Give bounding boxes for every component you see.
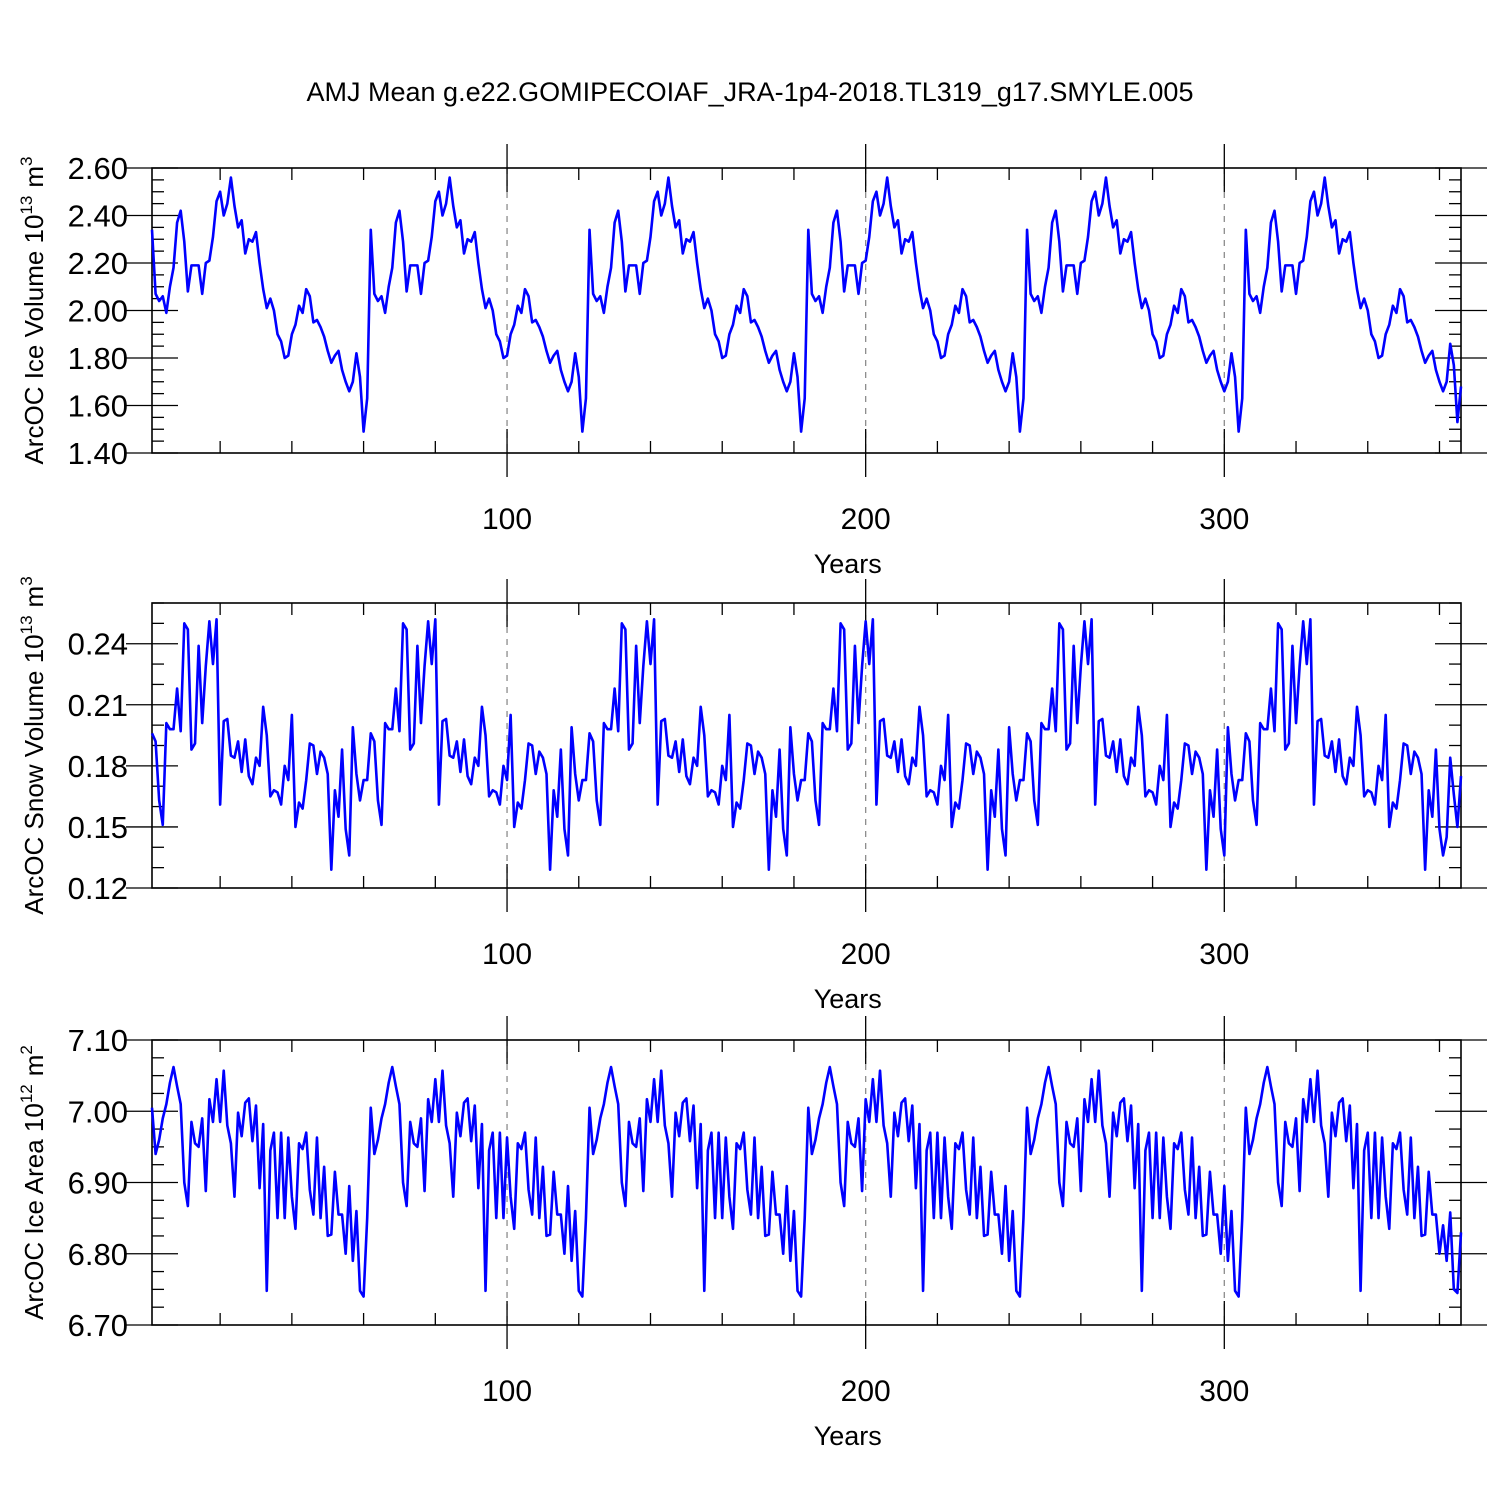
x-axis-label: Years — [814, 984, 882, 1014]
y-axis-label-exponent: 13 — [17, 196, 36, 215]
x-axis-label: Years — [814, 549, 882, 579]
y-axis-label-prefix: ArcOC Snow Volume 10 — [19, 634, 49, 914]
y-axis-label-prefix: ArcOC Ice Volume 10 — [19, 215, 49, 465]
y-tick-label: 1.40 — [68, 436, 128, 471]
y-tick-label: 7.10 — [68, 1023, 128, 1058]
y-axis-label-unit: m — [19, 586, 49, 608]
series-line-ice-volume — [150, 176, 1463, 433]
x-tick-label: 100 — [482, 1375, 532, 1408]
y-axis-label-unit: m — [19, 166, 49, 188]
y-tick-label: 0.24 — [68, 627, 128, 662]
x-tick-label: 300 — [1199, 1375, 1249, 1408]
x-tick-label: 300 — [1199, 503, 1249, 536]
y-axis-label: ArcOC Ice Area 1012 m2 — [17, 1045, 49, 1320]
y-tick-label: 1.60 — [68, 389, 128, 424]
x-tick-label: 200 — [841, 1375, 891, 1408]
y-axis-label-unit: m — [19, 1055, 49, 1077]
y-tick-label: 0.21 — [68, 688, 128, 723]
y-tick-label: 0.18 — [68, 749, 128, 784]
y-tick-label: 2.60 — [68, 151, 128, 186]
y-tick-label: 7.00 — [68, 1094, 128, 1129]
series-line-ice-area — [150, 1065, 1463, 1298]
y-tick-label: 2.20 — [68, 246, 128, 281]
y-tick-label: 0.12 — [68, 871, 128, 906]
chart-title: AMJ Mean g.e22.GOMIPECOIAF_JRA-1p4-2018.… — [307, 77, 1194, 107]
y-tick-label: 1.80 — [68, 341, 128, 376]
panel-ice-volume: 100 200 300 Years 1.40 1.60 1.80 2.00 2.20 2.40 2.… — [17, 144, 1487, 579]
x-tick-label: 200 — [841, 503, 891, 536]
y-tick-label: 2.00 — [68, 294, 128, 329]
y-axis-label-unit-exponent: 3 — [17, 156, 36, 165]
y-tick-label: 6.70 — [68, 1308, 128, 1343]
y-tick-label: 2.40 — [68, 199, 128, 234]
x-tick-label: 100 — [482, 938, 532, 971]
panel-snow-volume: 100 200 300 Years 0.12 0.15 0.18 0.21 0.24 ArcOC … — [17, 576, 1487, 1014]
y-axis-label-exponent: 13 — [17, 615, 36, 634]
y-axis-label-unit-exponent: 2 — [17, 1045, 36, 1054]
y-axis-label-unit-exponent: 3 — [17, 576, 36, 585]
x-tick-label: 200 — [841, 938, 891, 971]
series-line-snow-volume — [150, 617, 1463, 871]
x-tick-label: 300 — [1199, 938, 1249, 971]
panel-ice-area: 100 200 300 Years 6.70 6.80 6.90 7.00 7.10 ArcOC … — [17, 1016, 1487, 1451]
y-axis-label: ArcOC Snow Volume 1013 m3 — [17, 576, 49, 914]
y-axis-label-prefix: ArcOC Ice Area 10 — [19, 1103, 49, 1320]
y-axis-label: ArcOC Ice Volume 1013 m3 — [17, 156, 49, 464]
y-axis-label-exponent: 12 — [17, 1084, 36, 1103]
y-tick-label: 0.15 — [68, 810, 128, 845]
x-axis-label: Years — [814, 1421, 882, 1451]
y-tick-label: 6.90 — [68, 1166, 128, 1201]
x-tick-label: 100 — [482, 503, 532, 536]
y-tick-label: 6.80 — [68, 1237, 128, 1272]
